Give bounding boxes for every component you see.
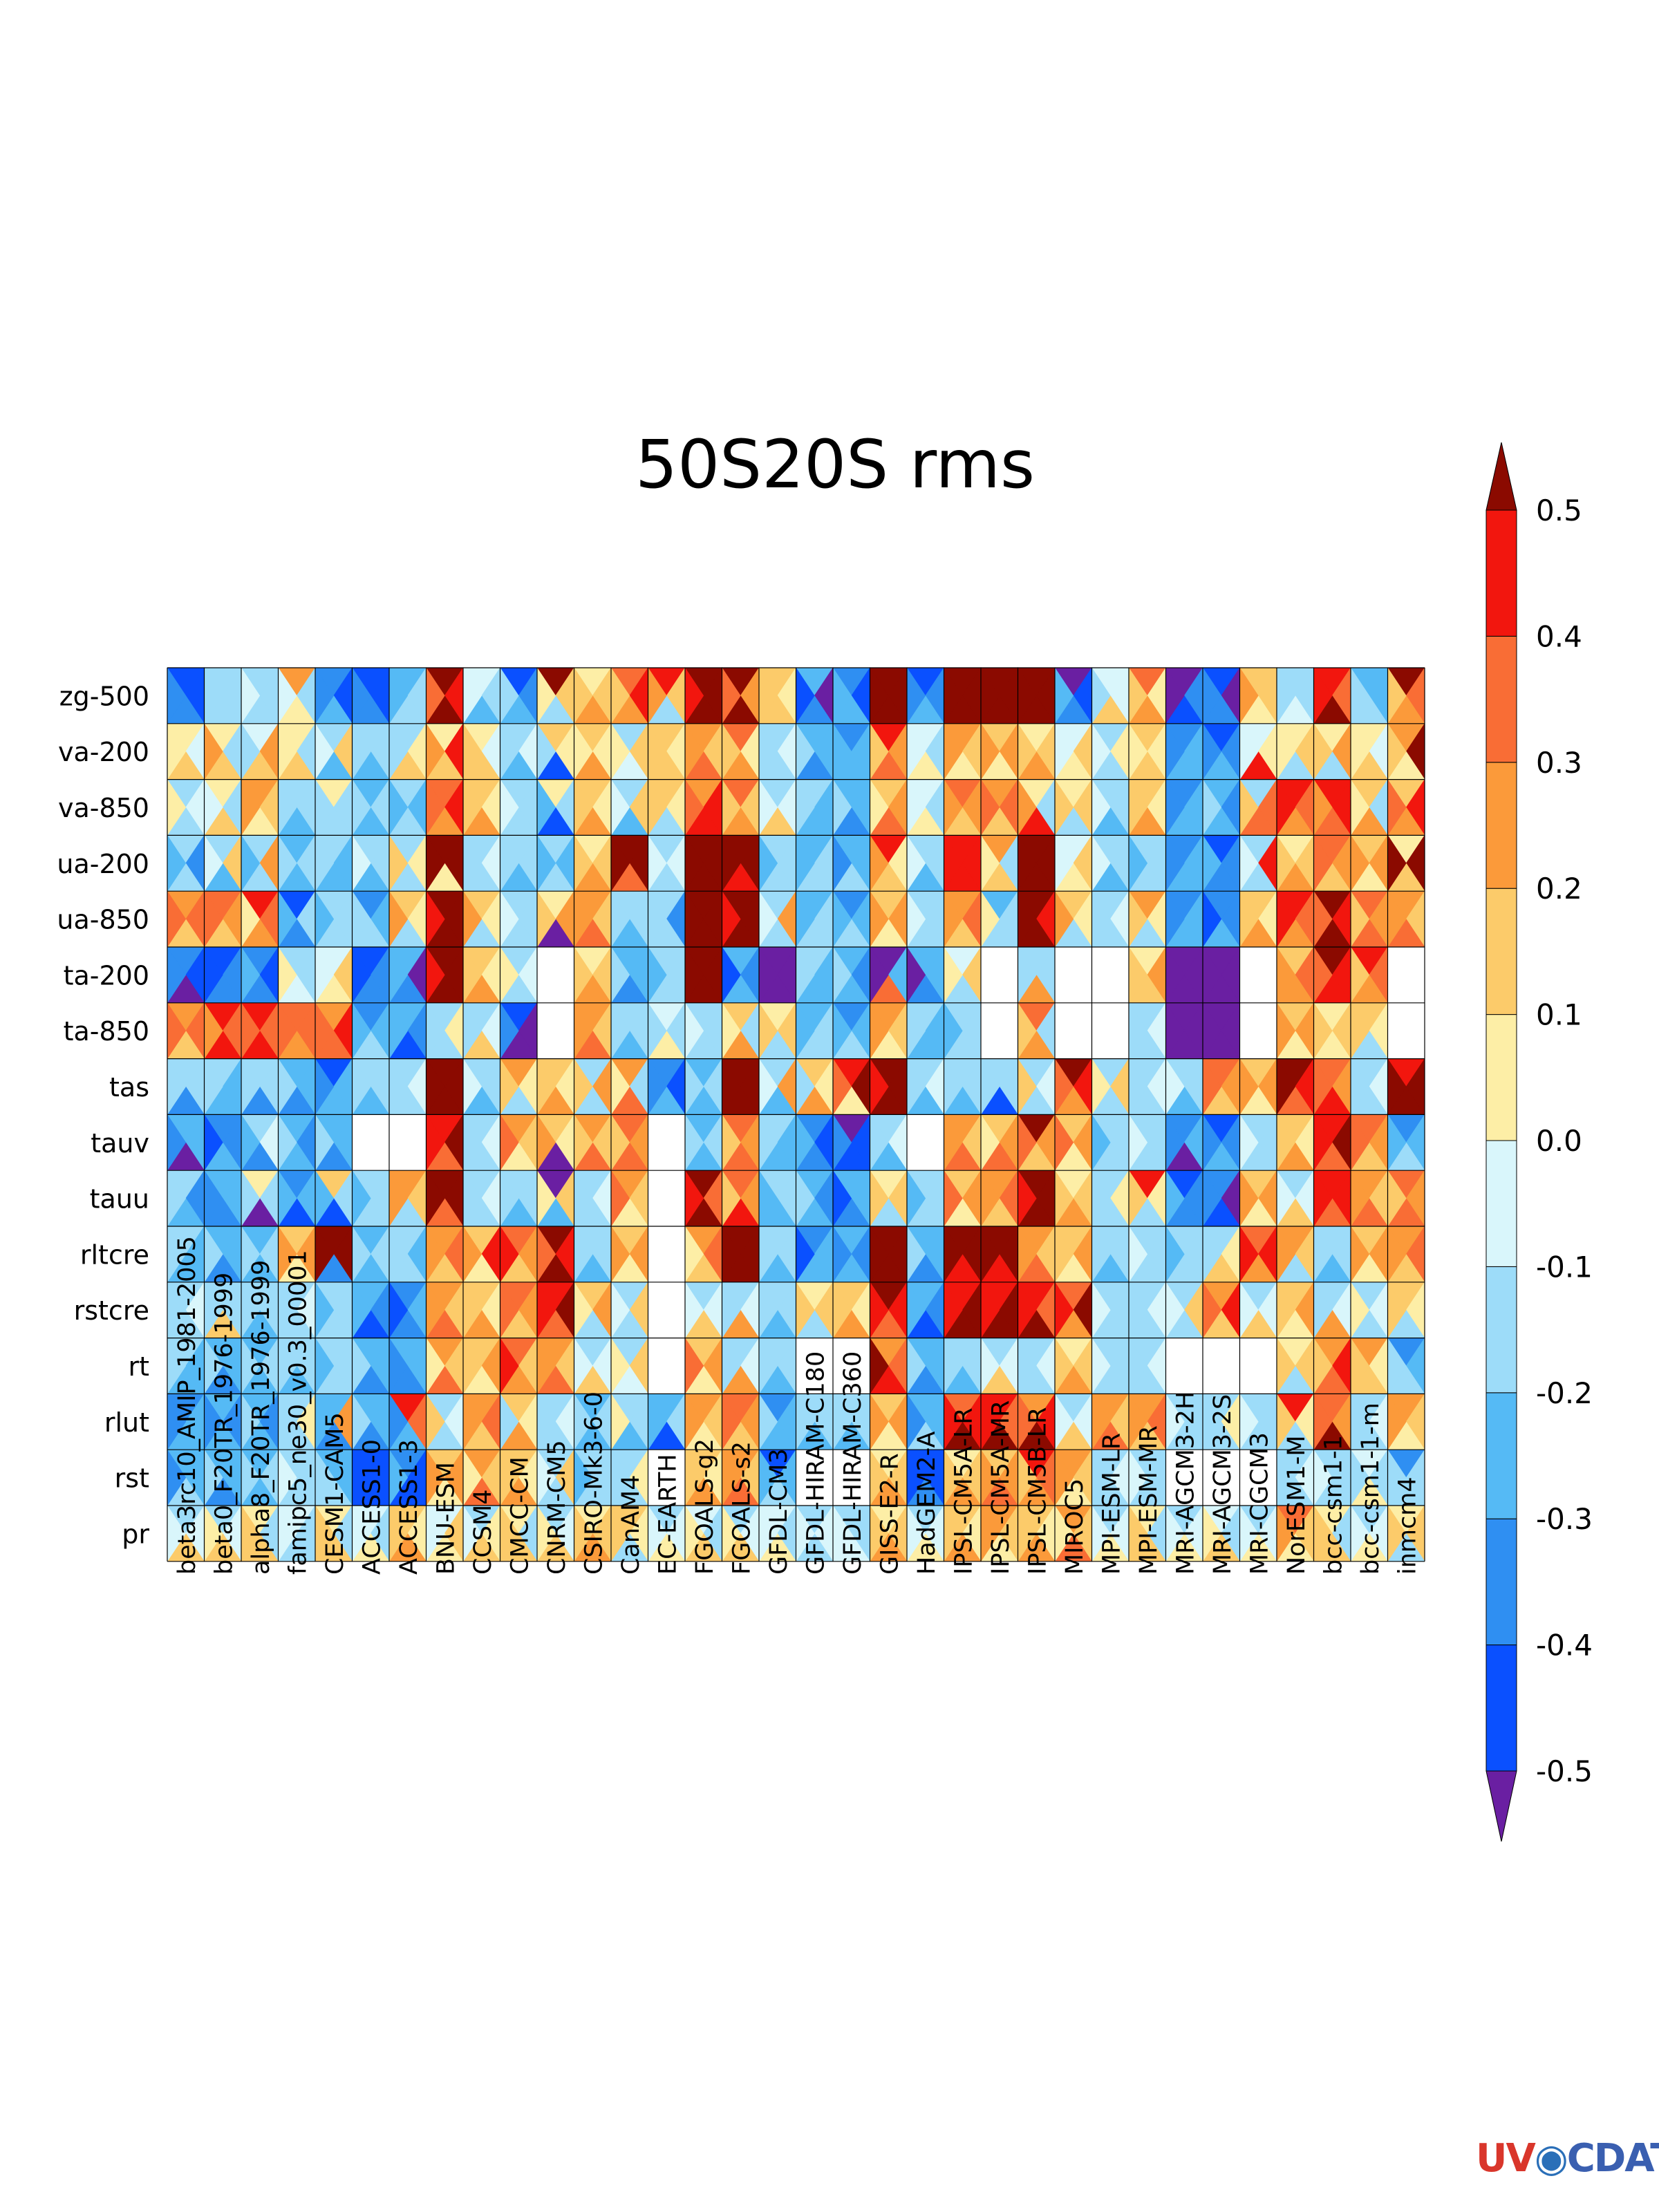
colorbar-segment-0.2 xyxy=(1485,762,1517,889)
column-label-BNU-ESM: BNU-ESM xyxy=(432,1462,460,1575)
row-label-tauv: tauv xyxy=(91,1128,149,1159)
column-label-MRI-CGCM3: MRI-CGCM3 xyxy=(1246,1432,1273,1575)
column-label-FGOALS-g2: FGOALS-g2 xyxy=(691,1438,719,1575)
colorbar-tick-label--0.3: -0.3 xyxy=(1536,1502,1593,1536)
colorbar-tick-label--0.1: -0.1 xyxy=(1536,1250,1593,1284)
row-label-rt: rt xyxy=(128,1351,149,1382)
heatmap-grid xyxy=(167,667,1425,1562)
colorbar-segment--0.5 xyxy=(1485,1644,1517,1772)
colorbar-over-arrow xyxy=(1485,442,1517,511)
row-label-rlut: rlut xyxy=(104,1407,149,1438)
row-label-rstcre: rstcre xyxy=(74,1295,149,1326)
row-labels: zg-500 va-200 va-850 ua-200 ua-850 ta-200 ta-8… xyxy=(57,681,149,1549)
column-label-famipc5_ne30_v0.3_00001: famipc5_ne30_v0.3_00001 xyxy=(284,1250,312,1575)
colorbar-tick-label-0.2: 0.2 xyxy=(1536,872,1582,906)
column-label-MRI-AGCM3-2S: MRI-AGCM3-2S xyxy=(1209,1394,1237,1575)
logo-uv-text: UV xyxy=(1476,2136,1536,2181)
column-label-ACCESS1-3: ACCESS1-3 xyxy=(395,1439,423,1575)
row-label-ua-200: ua-200 xyxy=(57,849,149,879)
column-label-CNRM-CM5: CNRM-CM5 xyxy=(543,1440,571,1575)
colorbar-tick-label-0.5: 0.5 xyxy=(1536,494,1582,527)
colorbar-tick-label--0.5: -0.5 xyxy=(1536,1754,1593,1788)
row-label-tauu: tauu xyxy=(90,1184,149,1215)
colorbar-under-arrow xyxy=(1485,1770,1517,1842)
column-label-ACCESS1-0: ACCESS1-0 xyxy=(358,1439,386,1575)
colorbar-tick-label-0.0: 0.0 xyxy=(1536,1124,1582,1158)
colorbar-tick-label-0.3: 0.3 xyxy=(1536,746,1582,780)
row-label-rst: rst xyxy=(115,1463,149,1494)
row-label-ta-850: ta-850 xyxy=(64,1016,149,1047)
colorbar-segment-0.0 xyxy=(1485,1014,1517,1141)
row-label-pr: pr xyxy=(122,1519,149,1549)
column-labels: beta3rc10_AMIP_1981-2005 beta0_F20TR_1976… xyxy=(174,1236,1422,1575)
column-label-IPSL-CM5A-LR: IPSL-CM5A-LR xyxy=(950,1407,977,1575)
column-label-GFDL-HIRAM-C360: GFDL-HIRAM-C360 xyxy=(839,1351,867,1575)
column-label-beta3rc10_AMIP_1981-2005: beta3rc10_AMIP_1981-2005 xyxy=(174,1236,201,1575)
globe-icon: ◉ xyxy=(1534,2136,1568,2181)
row-label-ua-850: ua-850 xyxy=(57,905,149,935)
colorbar-tick-label--0.2: -0.2 xyxy=(1536,1376,1593,1410)
colorbar-segment-0.1 xyxy=(1485,888,1517,1015)
column-label-MIROC5: MIROC5 xyxy=(1061,1479,1089,1575)
row-label-tas: tas xyxy=(109,1072,149,1103)
column-label-HadGEM2-A: HadGEM2-A xyxy=(913,1431,941,1575)
column-label-bcc-csm1-1-m: bcc-csm1-1-m xyxy=(1357,1403,1385,1575)
column-label-CSIRO-Mk3-6-0: CSIRO-Mk3-6-0 xyxy=(580,1391,608,1575)
column-label-MPI-ESM-LR: MPI-ESM-LR xyxy=(1098,1433,1125,1575)
column-label-beta0_F20TR_1976-1999: beta0_F20TR_1976-1999 xyxy=(210,1273,238,1575)
uvcdat-logo: UV◉CDAT xyxy=(1476,2136,1659,2181)
column-label-EC-EARTH: EC-EARTH xyxy=(654,1454,682,1575)
colorbar-segment--0.1 xyxy=(1485,1140,1517,1267)
colorbar-segment--0.4 xyxy=(1485,1518,1517,1646)
column-label-FGOALS-s2: FGOALS-s2 xyxy=(728,1441,756,1575)
colorbar-tick-label-0.1: 0.1 xyxy=(1536,998,1582,1032)
row-label-va-850: va-850 xyxy=(58,793,149,823)
chart-title: 50S20S rms xyxy=(635,426,1035,503)
column-label-GFDL-CM3: GFDL-CM3 xyxy=(765,1448,793,1575)
row-label-va-200: va-200 xyxy=(58,737,149,767)
colorbar-segment-0.3 xyxy=(1485,635,1517,763)
column-label-CESM1-CAM5: CESM1-CAM5 xyxy=(321,1412,349,1575)
column-label-inmcm4: inmcm4 xyxy=(1394,1477,1421,1575)
row-label-ta-200: ta-200 xyxy=(64,960,149,991)
colorbar: -0.5 -0.4 -0.3 -0.2 -0.1 0.0 0.1 0.2 0.3 0.4 0.5 xyxy=(1485,442,1593,1842)
column-label-MPI-ESM-MR: MPI-ESM-MR xyxy=(1135,1425,1163,1575)
column-label-CMCC-CM: CMCC-CM xyxy=(506,1456,534,1575)
colorbar-tick-label--0.4: -0.4 xyxy=(1536,1629,1593,1662)
logo-cdat-text: CDAT xyxy=(1566,2136,1659,2181)
column-label-IPSL-CM5A-MR: IPSL-CM5A-MR xyxy=(987,1400,1015,1575)
column-label-alpha8_F20TR_1976-1999: alpha8_F20TR_1976-1999 xyxy=(247,1260,275,1575)
colorbar-tick-label-0.4: 0.4 xyxy=(1536,619,1582,653)
column-label-IPSL-CM5B-LR: IPSL-CM5B-LR xyxy=(1024,1407,1051,1575)
column-label-MRI-AGCM3-2H: MRI-AGCM3-2H xyxy=(1172,1391,1199,1575)
colorbar-segment--0.2 xyxy=(1485,1266,1517,1394)
column-label-bcc-csm1-1: bcc-csm1-1 xyxy=(1320,1435,1347,1575)
colorbar-segment-0.4 xyxy=(1485,509,1517,637)
column-label-CanAM4: CanAM4 xyxy=(617,1475,645,1575)
column-label-NorESM1-M: NorESM1-M xyxy=(1283,1435,1311,1575)
heatmap-cells xyxy=(167,667,1425,1562)
row-label-zg-500: zg-500 xyxy=(59,681,149,711)
column-label-GFDL-HIRAM-C180: GFDL-HIRAM-C180 xyxy=(802,1351,830,1575)
column-label-GISS-E2-R: GISS-E2-R xyxy=(876,1453,903,1575)
column-label-CCSM4: CCSM4 xyxy=(469,1489,497,1575)
colorbar-segment--0.3 xyxy=(1485,1392,1517,1519)
row-label-rltcre: rltcre xyxy=(80,1239,149,1270)
